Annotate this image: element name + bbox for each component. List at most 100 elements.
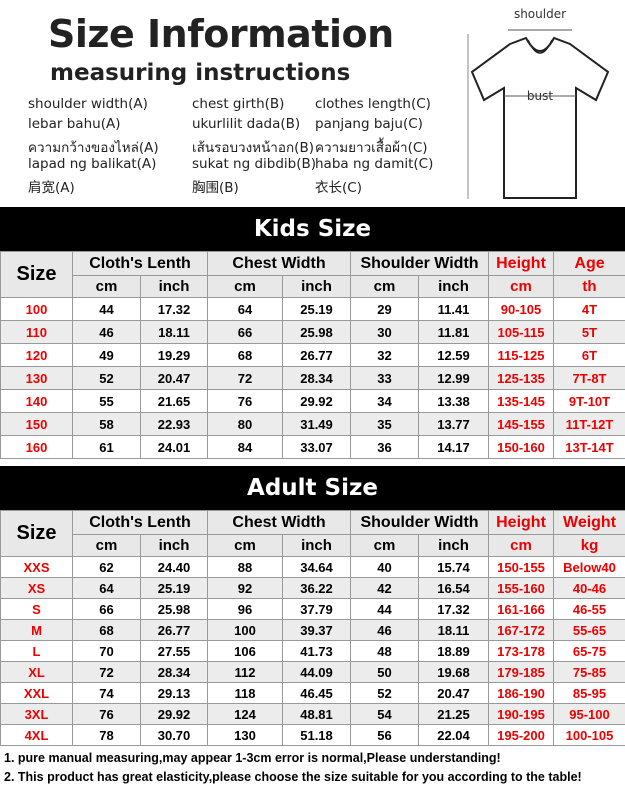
cell: 17.32 — [139, 297, 209, 321]
cell: 74 — [72, 682, 141, 704]
cell: 18.11 — [418, 619, 490, 641]
cell: 76 — [207, 389, 284, 413]
cell: 33 — [350, 366, 420, 390]
header-row: Size Cloth's Lenth Chest Width Shoulder Wid… — [0, 251, 625, 298]
data-row: 4XL 78 30.70 130 51.18 56 22.04 195-200 100-105 — [0, 724, 625, 746]
instruction: clothes length(C) — [315, 96, 431, 112]
cell: 56 — [350, 724, 420, 746]
cell: 58 — [72, 412, 141, 436]
cell: 161-166 — [488, 598, 555, 620]
cell: 118 — [207, 682, 284, 704]
cell: 44 — [72, 297, 141, 321]
cell: 167-172 — [488, 619, 555, 641]
cell: 18.89 — [418, 640, 490, 662]
cell: 66 — [72, 598, 141, 620]
cell: 120 — [0, 343, 73, 367]
cell: 19.29 — [139, 343, 209, 367]
cell: 68 — [207, 343, 284, 367]
cell: 25.98 — [139, 598, 209, 620]
cell: 96 — [207, 598, 284, 620]
data-row: S 66 25.98 96 37.79 44 17.32 161-166 46-55 — [0, 598, 625, 620]
cell: 11T-12T — [553, 412, 625, 436]
cell: 29.92 — [139, 703, 209, 725]
cell: 41.73 — [282, 640, 352, 662]
cell: 145-155 — [488, 412, 555, 436]
data-row: 110 46 18.11 66 25.98 30 11.81 105-115 5T — [0, 320, 625, 344]
group-header: Height — [488, 510, 555, 535]
cell: 26.77 — [282, 343, 352, 367]
cell: 195-200 — [488, 724, 555, 746]
cell: 190-195 — [488, 703, 555, 725]
data-row: 120 49 19.29 68 26.77 32 12.59 115-125 6T — [0, 343, 625, 367]
data-row: L 70 27.55 106 41.73 48 18.89 173-178 65-75 — [0, 640, 625, 662]
cell: XXS — [0, 556, 73, 578]
cell: 100 — [207, 619, 284, 641]
instruction: lebar bahu(A) — [28, 116, 121, 132]
cell: 110 — [0, 320, 73, 344]
size-table: Size Cloth's Lenth Chest Width Shoulder Wid… — [0, 251, 625, 459]
cell: 85-95 — [553, 682, 625, 704]
section-title: Kids Size — [0, 207, 625, 251]
cell: M — [0, 619, 73, 641]
cell: 36.22 — [282, 577, 352, 599]
cell: 39.37 — [282, 619, 352, 641]
cell: 84 — [207, 435, 284, 459]
data-row: XXL 74 29.13 118 46.45 52 20.47 186-190 85-95 — [0, 682, 625, 704]
group-header: Cloth's Lenth — [71, 510, 209, 535]
cell: 5T — [553, 320, 625, 344]
size-header: Size — [0, 251, 73, 298]
cell: 130 — [207, 724, 284, 746]
cell: 78 — [72, 724, 141, 746]
cell: 125-135 — [488, 366, 555, 390]
cell: 46 — [72, 320, 141, 344]
cell: 124 — [207, 703, 284, 725]
cell: 130 — [0, 366, 73, 390]
note: 1. pure manual measuring,may appear 1-3c… — [4, 751, 501, 765]
cell: 13.77 — [418, 412, 490, 436]
unit-header: inch — [418, 534, 490, 557]
unit-header: cm — [207, 275, 284, 298]
cell: 13T-14T — [553, 435, 625, 459]
size-table: Size Cloth's Lenth Chest Width Shoulder Wid… — [0, 510, 625, 746]
cell: 112 — [207, 661, 284, 683]
unit-header: cm — [72, 534, 141, 557]
cell: Below40 — [553, 556, 625, 578]
cell: 6T — [553, 343, 625, 367]
cell: 100 — [0, 297, 73, 321]
cell: 26.77 — [139, 619, 209, 641]
cell: 75-85 — [553, 661, 625, 683]
cell: XXL — [0, 682, 73, 704]
section-title: Adult Size — [0, 466, 625, 510]
cell: 140 — [0, 389, 73, 413]
unit-header: cm — [488, 534, 555, 557]
cell: 4T — [553, 297, 625, 321]
cell: 150-155 — [488, 556, 555, 578]
cell: 105-115 — [488, 320, 555, 344]
shirt-outline — [470, 36, 610, 199]
group-header: Shoulder Width — [350, 510, 490, 535]
cell: 55 — [72, 389, 141, 413]
data-row: XS 64 25.19 92 36.22 42 16.54 155-160 40-46 — [0, 577, 625, 599]
cell: 44 — [350, 598, 420, 620]
cell: 32 — [350, 343, 420, 367]
cell: S — [0, 598, 73, 620]
data-row: 160 61 24.01 84 33.07 36 14.17 150-160 13T-14T — [0, 435, 625, 459]
cell: 179-185 — [488, 661, 555, 683]
cell: 16.54 — [418, 577, 490, 599]
cell: 46 — [350, 619, 420, 641]
cell: 160 — [0, 435, 73, 459]
cell: 13.38 — [418, 389, 490, 413]
cell: L — [0, 640, 73, 662]
cell: 24.01 — [139, 435, 209, 459]
collar — [527, 39, 553, 54]
unit-header: cm — [350, 534, 420, 557]
cell: 50 — [350, 661, 420, 683]
cell: 49 — [72, 343, 141, 367]
cell: 52 — [350, 682, 420, 704]
unit-header: cm — [72, 275, 141, 298]
unit-header: cm — [207, 534, 284, 557]
instruction: panjang baju(C) — [315, 116, 423, 132]
size-header: Size — [0, 510, 73, 557]
instruction: ukurlilit dada(B) — [192, 116, 301, 132]
